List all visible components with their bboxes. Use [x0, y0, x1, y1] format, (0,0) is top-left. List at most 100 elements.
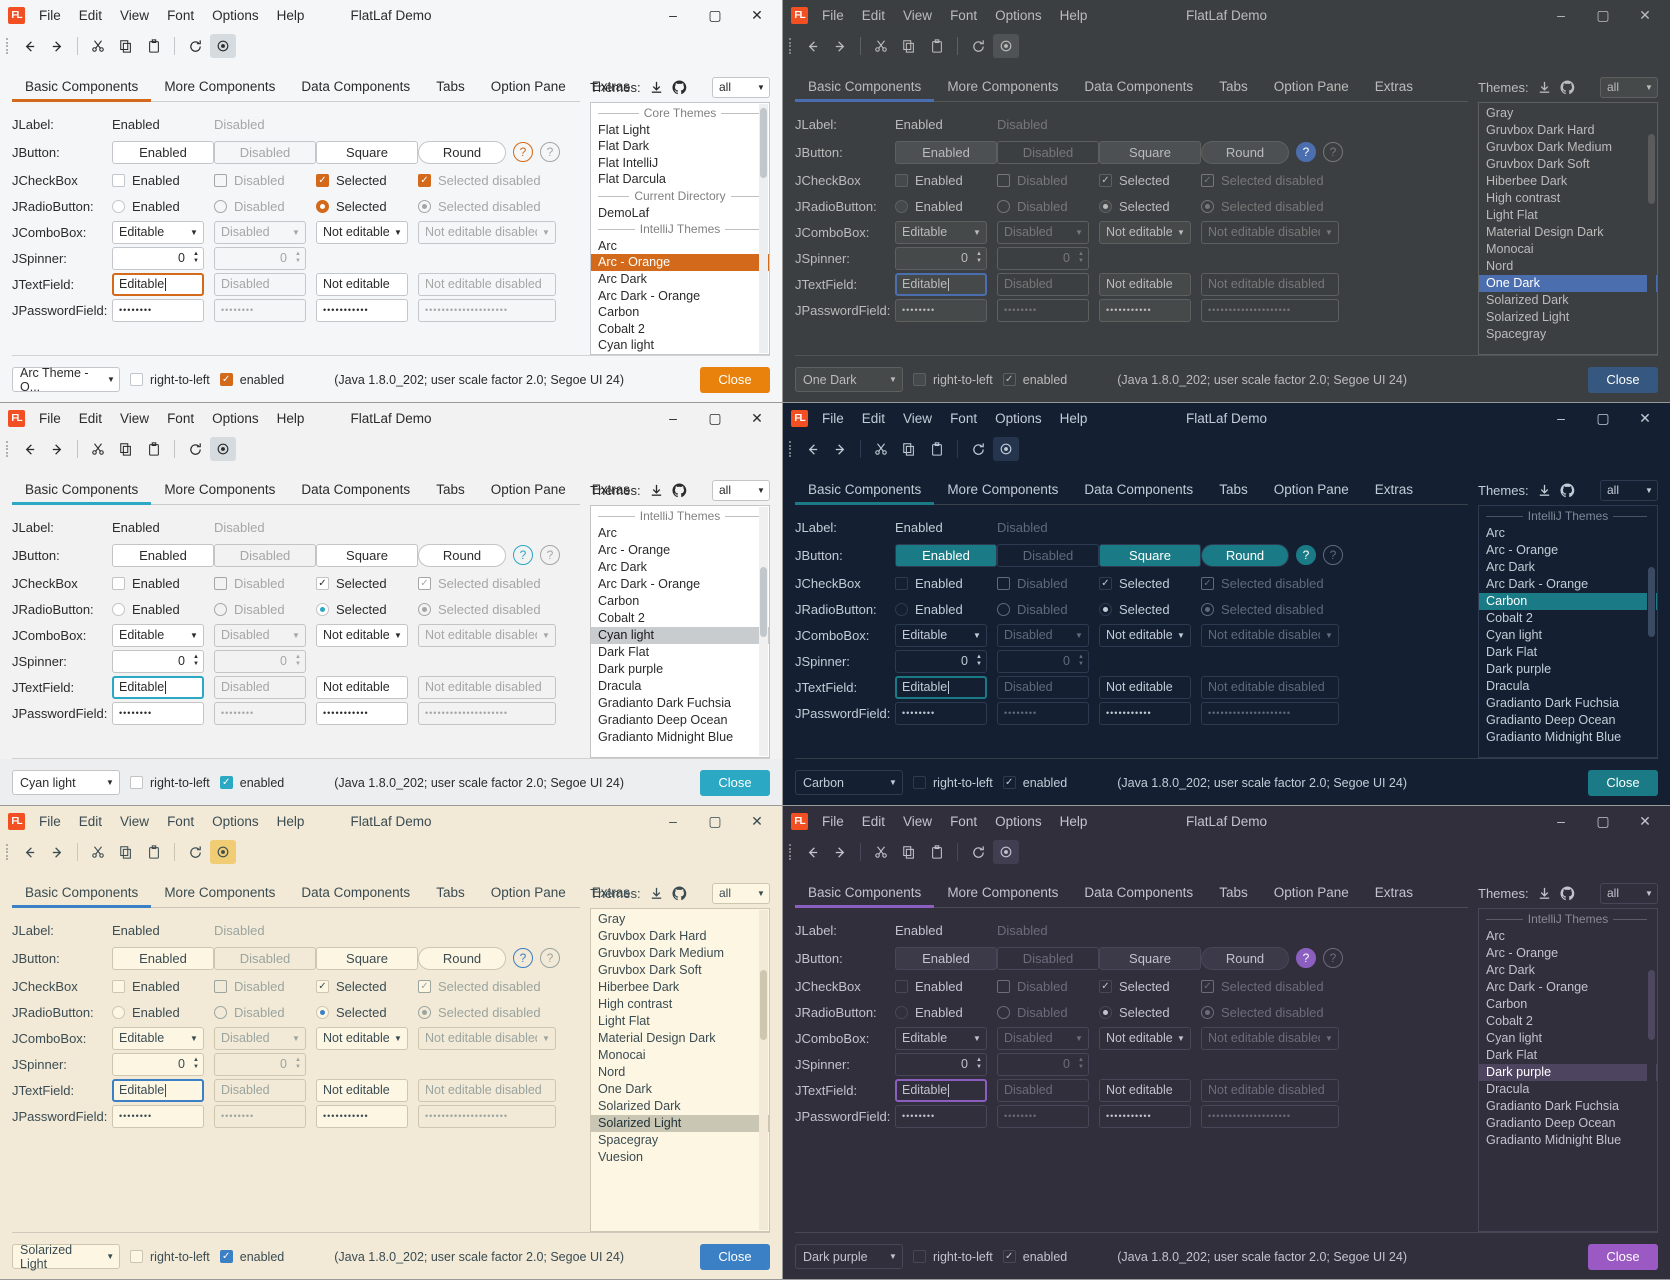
- radio-circle[interactable]: [316, 199, 329, 213]
- tab-data-components[interactable]: Data Components: [301, 79, 411, 94]
- theme-list-item[interactable]: Solarized Light: [1486, 310, 1570, 324]
- rtl-checkbox[interactable]: right-to-left: [913, 776, 993, 790]
- tab-option-pane[interactable]: Option Pane: [1273, 79, 1349, 94]
- passwordfield-1[interactable]: ••••••••: [112, 298, 204, 322]
- themes-scrollbar[interactable]: [1647, 910, 1656, 1230]
- theme-list-item[interactable]: Gruvbox Dark Soft: [598, 963, 702, 977]
- button-square[interactable]: Square: [1099, 543, 1201, 567]
- minimize-button[interactable]: –: [1557, 410, 1565, 426]
- checkbox-box[interactable]: [112, 979, 125, 993]
- theme-list-item[interactable]: Hiberbee Dark: [1486, 174, 1568, 188]
- chevron-down-icon[interactable]: ▼: [1075, 1033, 1083, 1043]
- menu-item-file[interactable]: File: [822, 813, 844, 829]
- passwordfield-3[interactable]: •••••••••••: [316, 701, 408, 725]
- menu-item-view[interactable]: View: [903, 410, 933, 426]
- radio-circle[interactable]: [895, 602, 908, 616]
- tab-option-pane[interactable]: Option Pane: [1273, 482, 1349, 497]
- toolbar-back-icon[interactable]: [16, 840, 42, 864]
- chevron-down-icon[interactable]: ▼: [1177, 1033, 1185, 1043]
- chevron-down-icon[interactable]: ▼: [1075, 227, 1083, 237]
- theme-list-item[interactable]: Arc Dark - Orange: [598, 577, 701, 591]
- tab-option-pane[interactable]: Option Pane: [1273, 885, 1349, 900]
- toolbar-eye-icon[interactable]: [993, 840, 1019, 864]
- tab-basic-components[interactable]: Basic Components: [795, 885, 935, 908]
- spinner-arrows[interactable]: ▲ ▼: [295, 251, 301, 264]
- menu-item-file[interactable]: File: [39, 7, 61, 23]
- button-enabled[interactable]: Enabled: [112, 140, 214, 164]
- theme-list-item[interactable]: Solarized Dark: [598, 1099, 681, 1113]
- tab-more-components[interactable]: More Components: [947, 79, 1059, 94]
- themes-scrollbar[interactable]: [1647, 104, 1656, 353]
- passwordfield-3[interactable]: •••••••••••: [316, 1104, 408, 1128]
- textfield-editable[interactable]: Editable: [112, 272, 204, 296]
- passwordfield-3[interactable]: •••••••••••: [1099, 701, 1191, 725]
- chevron-down-icon[interactable]: ▼: [106, 778, 114, 787]
- theme-list-item[interactable]: Hiberbee Dark: [598, 980, 680, 994]
- minimize-button[interactable]: –: [669, 7, 677, 23]
- checkbox-box[interactable]: ✓: [1002, 1250, 1016, 1263]
- chevron-down-icon[interactable]: ▼: [1325, 1033, 1333, 1043]
- menu-item-file[interactable]: File: [822, 410, 844, 426]
- theme-list-item[interactable]: Nord: [598, 1065, 626, 1079]
- radio-selected[interactable]: Selected: [316, 1005, 418, 1020]
- themes-list[interactable]: Core Themes Flat Light Flat Dark Flat Intel…: [590, 102, 770, 355]
- toolbar-copy-icon[interactable]: [113, 437, 139, 461]
- theme-list-item[interactable]: Arc: [598, 526, 617, 540]
- toolbar-forward-icon[interactable]: [827, 34, 853, 58]
- menu-item-file[interactable]: File: [39, 813, 61, 829]
- chevron-down-icon[interactable]: ▼: [1177, 227, 1185, 237]
- theme-select-combo[interactable]: One Dark ▼: [795, 367, 903, 392]
- passwordfield-1[interactable]: ••••••••: [112, 701, 204, 725]
- checkbox-box[interactable]: ✓: [1099, 979, 1112, 993]
- menu-item-view[interactable]: View: [903, 7, 933, 23]
- theme-list-item[interactable]: Gradianto Dark Fuchsia: [1486, 696, 1619, 710]
- chevron-down-icon[interactable]: ▼: [190, 1033, 198, 1043]
- radio-selected[interactable]: Selected: [316, 602, 418, 617]
- theme-list-item[interactable]: Arc Dark: [598, 560, 647, 574]
- rtl-checkbox[interactable]: right-to-left: [913, 373, 993, 387]
- checkbox-box[interactable]: ✓: [316, 979, 329, 993]
- tab-extras[interactable]: Extras: [591, 79, 631, 94]
- menu-item-options[interactable]: Options: [995, 410, 1042, 426]
- toolbar-refresh-icon[interactable]: [965, 34, 991, 58]
- chevron-down-icon[interactable]: ▼: [542, 1033, 550, 1043]
- toolbar-cut-icon[interactable]: [85, 34, 111, 58]
- textfield-not-editable[interactable]: Not editable: [316, 675, 408, 699]
- themes-filter-combo[interactable]: all ▼: [1600, 882, 1658, 904]
- theme-list-item[interactable]: One Dark: [598, 1082, 652, 1096]
- radio-circle[interactable]: [895, 199, 908, 213]
- theme-list-item[interactable]: Cobalt 2: [1486, 1014, 1533, 1028]
- button-round[interactable]: Round: [418, 543, 506, 567]
- toolbar-paste-icon[interactable]: [924, 840, 950, 864]
- themes-filter-combo[interactable]: all ▼: [712, 76, 770, 98]
- theme-select-combo[interactable]: Solarized Light ▼: [12, 1243, 120, 1271]
- enabled-checkbox[interactable]: ✓ enabled: [1002, 776, 1067, 790]
- menu-item-font[interactable]: Font: [950, 410, 978, 426]
- radio-selected[interactable]: Selected: [316, 199, 418, 214]
- theme-list-item[interactable]: Cobalt 2: [598, 321, 645, 336]
- themes-list[interactable]: IntelliJ Themes Arc Arc - Orange Arc Dark Ar…: [590, 505, 770, 758]
- tab-basic-components[interactable]: Basic Components: [12, 885, 152, 908]
- checkbox-selected[interactable]: ✓ Selected: [1099, 576, 1201, 591]
- theme-list-item[interactable]: Gradianto Deep Ocean: [598, 713, 728, 727]
- button-square[interactable]: Square: [316, 543, 418, 567]
- button-round[interactable]: Round: [1201, 946, 1289, 970]
- passwordfield-1[interactable]: ••••••••: [895, 701, 987, 725]
- theme-list-item[interactable]: Carbon: [1479, 593, 1657, 610]
- close-dialog-button[interactable]: Close: [1588, 769, 1658, 796]
- checkbox-box[interactable]: ✓: [219, 1250, 233, 1263]
- menu-item-help[interactable]: Help: [276, 7, 305, 23]
- radio-circle[interactable]: [1099, 199, 1112, 213]
- theme-list-item[interactable]: Monocai: [1486, 242, 1534, 256]
- tab-option-pane[interactable]: Option Pane: [490, 79, 566, 94]
- themes-filter-combo[interactable]: all ▼: [1600, 76, 1658, 98]
- menu-item-edit[interactable]: Edit: [861, 813, 886, 829]
- themes-scroll-thumb[interactable]: [760, 970, 767, 1040]
- menu-item-font[interactable]: Font: [167, 410, 195, 426]
- checkbox-box[interactable]: [112, 576, 125, 590]
- theme-list-item[interactable]: Gradianto Midnight Blue: [1486, 1133, 1622, 1147]
- toolbar-forward-icon[interactable]: [44, 34, 70, 58]
- combobox-editable[interactable]: Editable ▼: [112, 1026, 204, 1050]
- theme-list-item[interactable]: Arc Dark: [598, 271, 647, 286]
- themes-scrollbar[interactable]: [759, 910, 768, 1230]
